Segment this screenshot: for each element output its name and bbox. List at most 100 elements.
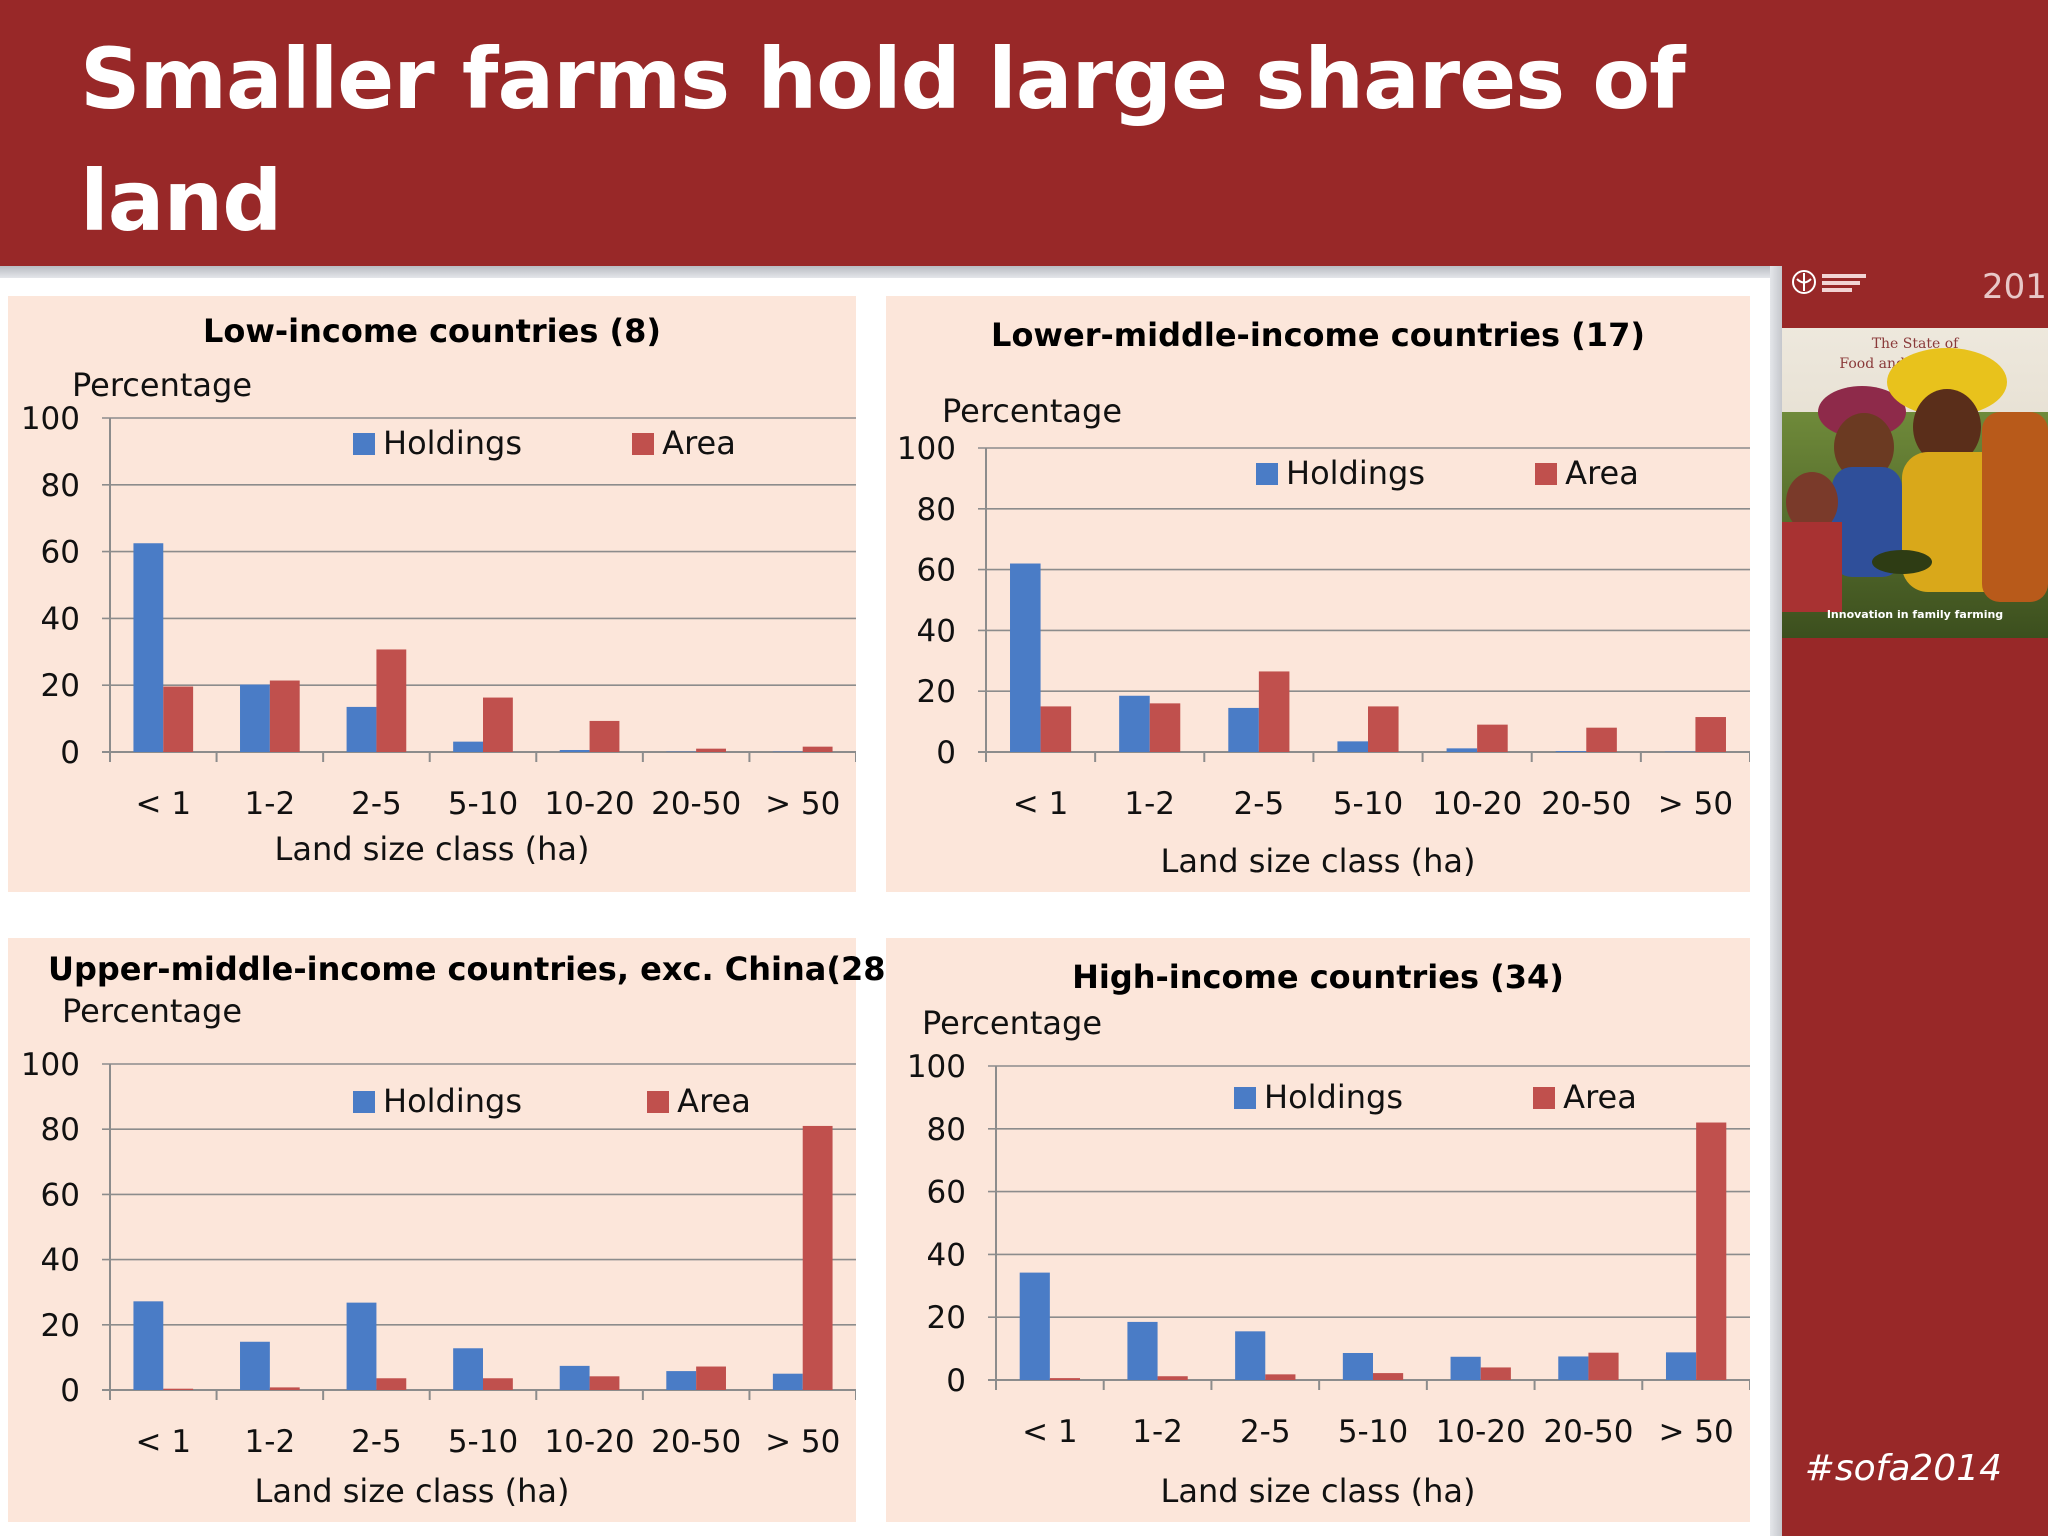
- bar-area-3: [1373, 1373, 1404, 1380]
- bar-area-1: [1157, 1376, 1188, 1380]
- x-axis-label: Land size class (ha): [274, 830, 590, 868]
- y-axis-label: Percentage: [942, 392, 1123, 430]
- legend-item-holdings: Holdings: [353, 1082, 522, 1120]
- x-tick-label: 1-2: [1132, 1414, 1183, 1450]
- legend-label-holdings: Holdings: [1264, 1078, 1403, 1116]
- bar-area-5: [1586, 727, 1617, 752]
- bar-area-2: [376, 1378, 407, 1390]
- bar-area-2: [1258, 671, 1290, 752]
- y-axis-label: Percentage: [922, 1004, 1103, 1042]
- bar-area-6: [1696, 1122, 1727, 1380]
- legend-swatch-holdings: [353, 433, 375, 455]
- y-tick-label: 20: [917, 674, 956, 710]
- chart-panel-high-income: High-income countries (34) Percentage Ho…: [886, 938, 1750, 1522]
- y-tick-label: 40: [917, 613, 956, 649]
- bar-holdings-0: [133, 1301, 164, 1390]
- chart-legend: Holdings Area: [1256, 454, 1639, 492]
- bar-area-1: [1149, 703, 1181, 752]
- bar-holdings-4: [559, 1365, 590, 1390]
- report-cover-image: 2014 The State of Food and Agriculture I…: [1782, 262, 2048, 638]
- x-tick-label: < 1: [1022, 1414, 1078, 1450]
- bar-holdings-0: [1019, 1272, 1050, 1380]
- x-tick-label: 2-5: [351, 1424, 402, 1460]
- bar-chart: 0 20 40 60 80 100 < 1 1-2 2-5 5-10 10-20 20-50 > 50: [907, 1049, 1750, 1450]
- legend-item-holdings: Holdings: [353, 424, 522, 462]
- bar-chart: 0 20 40 60 80 100 < 1 1-2 2-5 5-10 10-20 20-50 > 50: [21, 401, 856, 822]
- legend-label-area: Area: [1563, 1078, 1637, 1116]
- bar-chart: 0 20 40 60 80 100 < 1 1-2 2-5 5-10 10-20 20-50 > 50: [21, 1047, 856, 1460]
- x-tick-label: > 50: [1658, 786, 1733, 822]
- x-tick-label: > 50: [1659, 1414, 1734, 1450]
- bar-holdings-4: [1450, 1356, 1481, 1380]
- bar-area-0: [1040, 706, 1072, 752]
- bar-area-0: [163, 686, 194, 752]
- title-band: Smaller farms hold large shares of land …: [0, 0, 2048, 372]
- title-shadow: [0, 266, 1782, 278]
- y-tick-label: 80: [41, 468, 80, 504]
- y-tick-label: 0: [946, 1363, 966, 1399]
- bar-area-4: [1477, 724, 1508, 752]
- x-axis-label: Land size class (ha): [1160, 1472, 1476, 1510]
- x-tick-label: < 1: [1013, 786, 1069, 822]
- x-tick-label: 20-50: [1541, 786, 1631, 822]
- x-tick-label: 5-10: [448, 786, 518, 822]
- x-tick-label: 5-10: [1338, 1414, 1408, 1450]
- legend-swatch-area: [647, 1091, 670, 1113]
- bar-holdings-6: [1665, 1352, 1697, 1380]
- legend-label-holdings: Holdings: [1286, 454, 1425, 492]
- chart-panel-low-income: Low-income countries (8) Percentage Hold…: [8, 296, 856, 892]
- bar-area-2: [376, 649, 407, 752]
- y-tick-label: 100: [897, 431, 956, 467]
- bar-holdings-4: [1446, 748, 1478, 752]
- bar-holdings-5: [1558, 1356, 1589, 1380]
- x-tick-label: 2-5: [1240, 1414, 1291, 1450]
- cover-title-line1: The State of: [1872, 336, 1960, 352]
- y-tick-label: 0: [60, 735, 80, 771]
- x-tick-label: 10-20: [1436, 1414, 1526, 1450]
- bar-area-5: [696, 1366, 726, 1390]
- bar-holdings-2: [1235, 1331, 1266, 1380]
- bar-area-4: [1480, 1367, 1511, 1380]
- legend-label-holdings: Holdings: [383, 1082, 522, 1120]
- legend-label-area: Area: [662, 424, 736, 462]
- x-tick-label: 20-50: [651, 1424, 741, 1460]
- slide-title-line1: Smaller farms hold large shares of land: [80, 30, 1686, 250]
- bar-area-5: [696, 748, 726, 752]
- x-tick-label: > 50: [765, 1424, 840, 1460]
- bar-area-3: [1368, 706, 1399, 752]
- bar-holdings-0: [1010, 563, 1041, 752]
- fao-logo-icon: [1792, 270, 1866, 294]
- bar-holdings-1: [240, 1341, 270, 1390]
- chart-title: Low-income countries (8): [202, 312, 662, 350]
- bar-holdings-3: [1342, 1352, 1373, 1380]
- cover-subtitle: Innovation in family farming: [1827, 608, 2003, 621]
- legend-swatch-holdings: [1256, 463, 1278, 485]
- legend-item-holdings: Holdings: [1256, 454, 1425, 492]
- bar-area-6: [1695, 717, 1726, 752]
- chart-title: Upper-middle-income countries, exc. Chin…: [48, 950, 901, 988]
- x-tick-label: 1-2: [1124, 786, 1175, 822]
- y-tick-label: 100: [21, 401, 80, 437]
- bar-area-1: [269, 680, 300, 752]
- bar-holdings-5: [666, 1371, 697, 1390]
- y-tick-label: 40: [41, 601, 80, 637]
- bar-area-1: [269, 1387, 300, 1390]
- bar-holdings-3: [453, 741, 483, 752]
- y-tick-label: 60: [917, 553, 956, 589]
- y-tick-label: 20: [41, 668, 80, 704]
- x-tick-label: 10-20: [545, 1424, 635, 1460]
- x-tick-label: 10-20: [1432, 786, 1522, 822]
- chart-legend: Holdings Area: [353, 424, 736, 462]
- legend-swatch-holdings: [353, 1091, 375, 1113]
- bar-holdings-2: [346, 706, 377, 752]
- legend-swatch-area: [1535, 463, 1558, 485]
- bar-area-0: [163, 1388, 194, 1390]
- x-tick-label: < 1: [136, 1424, 192, 1460]
- x-tick-label: < 1: [136, 786, 192, 822]
- x-tick-label: 5-10: [1333, 786, 1403, 822]
- x-axis-label: Land size class (ha): [254, 1472, 570, 1510]
- x-tick-label: 20-50: [1543, 1414, 1633, 1450]
- bar-area-4: [589, 1376, 620, 1390]
- x-tick-label: 1-2: [245, 786, 296, 822]
- legend-item-area: Area: [1533, 1078, 1637, 1116]
